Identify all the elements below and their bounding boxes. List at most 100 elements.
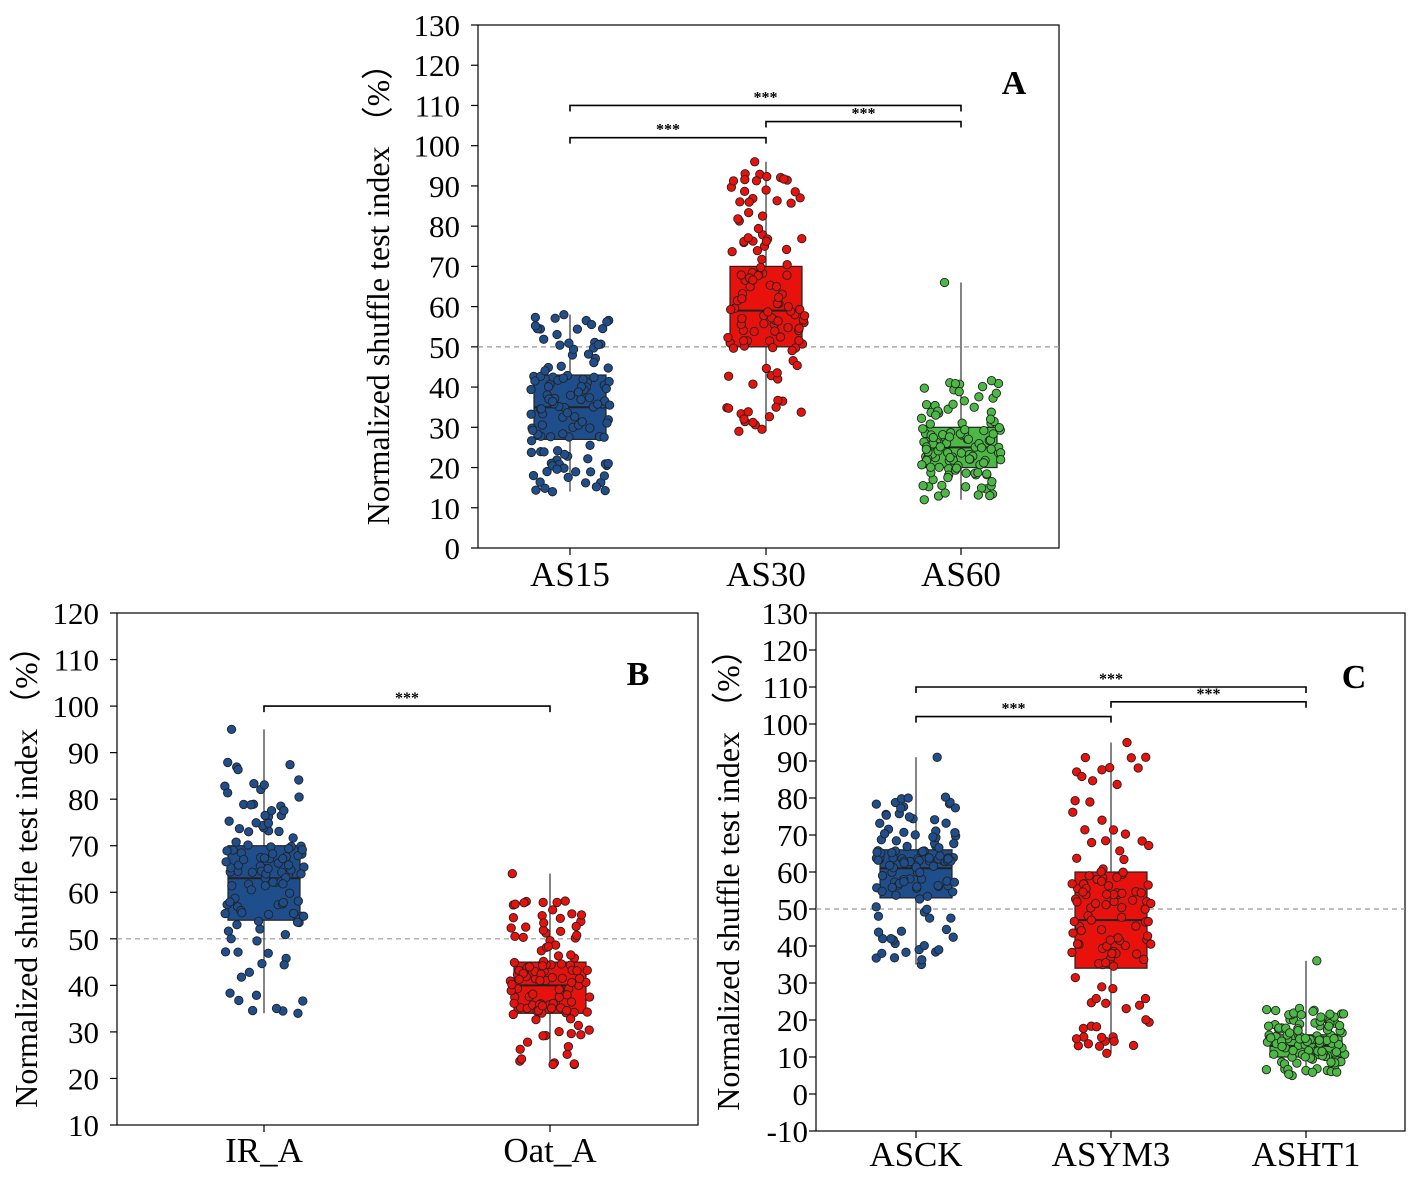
data-point bbox=[918, 846, 928, 857]
data-point bbox=[284, 888, 295, 898]
data-point bbox=[1103, 881, 1114, 891]
data-point bbox=[568, 344, 579, 354]
data-point bbox=[546, 432, 556, 442]
significance-label: *** bbox=[395, 690, 419, 707]
data-point bbox=[723, 371, 734, 381]
data-point bbox=[1107, 948, 1117, 959]
data-point bbox=[1131, 949, 1142, 959]
data-point bbox=[530, 321, 541, 331]
data-point bbox=[795, 304, 805, 315]
data-point bbox=[1102, 1048, 1112, 1058]
significance-label: *** bbox=[1197, 686, 1221, 703]
data-point bbox=[1091, 993, 1101, 1004]
data-point bbox=[743, 407, 753, 417]
y-tick-label: 100 bbox=[762, 707, 809, 742]
data-point bbox=[552, 897, 562, 908]
y-tick-label: 20 bbox=[777, 1003, 808, 1038]
box-asht1: ASHT1 bbox=[1252, 956, 1360, 1174]
data-point bbox=[571, 921, 581, 932]
data-point bbox=[1084, 871, 1094, 881]
data-point bbox=[232, 920, 242, 930]
data-point bbox=[979, 458, 989, 468]
data-point bbox=[1293, 1025, 1303, 1036]
data-point bbox=[560, 896, 570, 906]
data-point bbox=[881, 810, 892, 820]
data-point bbox=[244, 967, 255, 977]
data-point bbox=[761, 236, 772, 246]
data-point bbox=[1096, 925, 1107, 935]
data-point bbox=[572, 324, 583, 334]
data-point bbox=[577, 417, 587, 427]
data-point bbox=[223, 926, 234, 936]
data-point bbox=[531, 485, 541, 495]
data-point bbox=[507, 979, 517, 990]
data-point bbox=[1077, 771, 1087, 782]
data-point bbox=[986, 376, 997, 386]
data-point bbox=[982, 469, 992, 479]
data-point bbox=[263, 948, 273, 958]
data-point bbox=[757, 254, 767, 265]
data-point bbox=[260, 810, 270, 821]
data-point bbox=[737, 293, 747, 304]
y-tick-label: 40 bbox=[429, 370, 460, 405]
data-point bbox=[1140, 904, 1150, 914]
data-point bbox=[547, 487, 558, 497]
data-point bbox=[752, 245, 763, 256]
data-point bbox=[233, 764, 243, 775]
data-point bbox=[547, 972, 557, 983]
data-point bbox=[535, 975, 545, 986]
data-point bbox=[528, 470, 539, 481]
box-as15: AS15 bbox=[526, 310, 615, 594]
data-point bbox=[1121, 1003, 1131, 1014]
bracket-line bbox=[915, 686, 1307, 693]
y-tick-label: 70 bbox=[68, 829, 99, 864]
panel-b: 10 20 30 40 50 60 70 80 90 100 110 120 Normalized sh… bbox=[8, 596, 699, 1170]
y-tick-label: 100 bbox=[414, 129, 461, 164]
bracket-line bbox=[569, 136, 767, 144]
data-point bbox=[919, 495, 929, 505]
data-point bbox=[773, 292, 784, 303]
data-point bbox=[221, 857, 231, 867]
y-tick-label: 120 bbox=[53, 596, 100, 631]
bracket-line bbox=[263, 705, 551, 713]
data-point bbox=[1080, 825, 1090, 835]
data-point bbox=[912, 882, 922, 892]
data-point bbox=[1108, 825, 1119, 835]
data-point bbox=[562, 1005, 572, 1016]
data-point bbox=[775, 332, 786, 342]
data-point bbox=[555, 913, 565, 924]
data-point bbox=[1140, 993, 1151, 1004]
data-point bbox=[1097, 765, 1107, 775]
data-point bbox=[896, 803, 906, 813]
data-point bbox=[259, 853, 270, 863]
data-point bbox=[574, 973, 585, 984]
data-point bbox=[1122, 737, 1132, 748]
significance-label: *** bbox=[852, 106, 876, 123]
data-point bbox=[1331, 1047, 1342, 1057]
data-point bbox=[960, 482, 971, 492]
data-point bbox=[1120, 829, 1131, 839]
y-tick-label: -10 bbox=[767, 1114, 808, 1149]
x-category-label: ASYM3 bbox=[1052, 1135, 1171, 1174]
y-tick-label: 30 bbox=[777, 966, 808, 1001]
data-point bbox=[1128, 1040, 1139, 1051]
data-point bbox=[933, 880, 943, 891]
data-point bbox=[294, 792, 304, 802]
y-tick-label: 20 bbox=[429, 451, 460, 486]
data-point bbox=[288, 833, 298, 843]
data-point bbox=[1071, 1034, 1082, 1044]
data-point bbox=[1097, 982, 1107, 992]
data-point bbox=[941, 924, 952, 935]
box-as30: AS30 bbox=[722, 157, 810, 594]
data-point bbox=[576, 910, 587, 920]
data-point bbox=[1316, 1012, 1326, 1022]
data-point bbox=[518, 932, 528, 943]
data-point bbox=[259, 780, 269, 790]
data-point bbox=[584, 992, 595, 1002]
y-tick-label: 70 bbox=[777, 818, 808, 853]
data-point bbox=[1270, 1005, 1281, 1016]
data-point bbox=[761, 363, 772, 374]
data-point bbox=[1083, 1039, 1094, 1049]
data-point bbox=[1329, 1033, 1339, 1044]
data-point bbox=[960, 425, 970, 435]
